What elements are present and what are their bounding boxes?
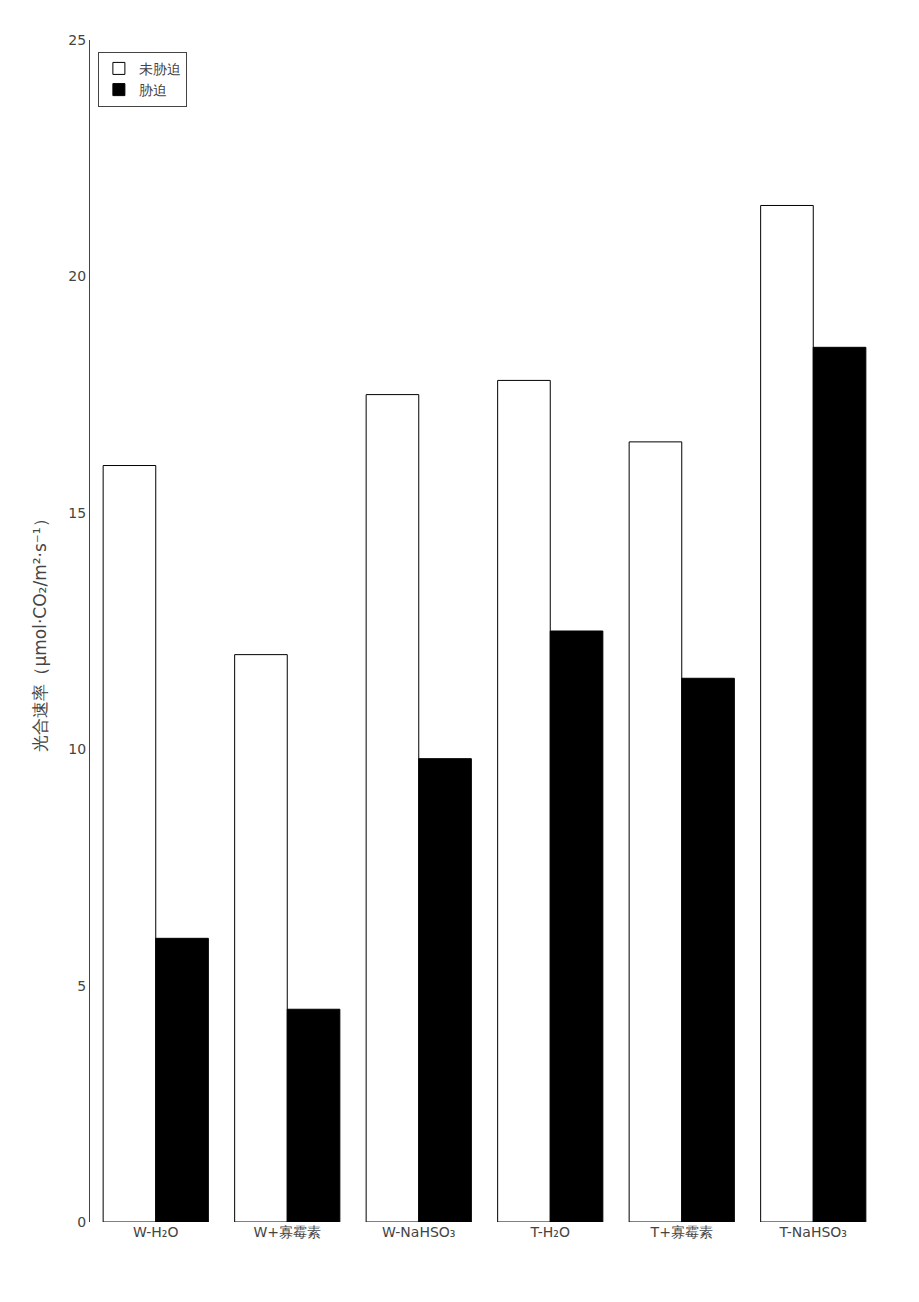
svg-text:W-NaHSO₃: W-NaHSO₃ <box>382 1224 455 1240</box>
svg-text:胁迫: 胁迫 <box>139 82 167 98</box>
svg-text:T-NaHSO₃: T-NaHSO₃ <box>779 1224 847 1240</box>
svg-text:5: 5 <box>77 978 86 994</box>
svg-text:10: 10 <box>68 741 86 757</box>
svg-text:光合速率（μmol·CO₂/m²·s⁻¹）: 光合速率（μmol·CO₂/m²·s⁻¹） <box>30 510 50 751</box>
svg-text:T+寡霉素: T+寡霉素 <box>650 1224 713 1240</box>
svg-text:25: 25 <box>68 32 86 48</box>
svg-text:T-H₂O: T-H₂O <box>530 1224 570 1240</box>
svg-text:0: 0 <box>77 1214 86 1230</box>
svg-text:W-H₂O: W-H₂O <box>133 1224 179 1240</box>
svg-text:未胁迫: 未胁迫 <box>139 61 181 77</box>
svg-text:15: 15 <box>68 505 86 521</box>
svg-text:W+寡霉素: W+寡霉素 <box>253 1224 321 1240</box>
svg-text:20: 20 <box>68 268 86 284</box>
